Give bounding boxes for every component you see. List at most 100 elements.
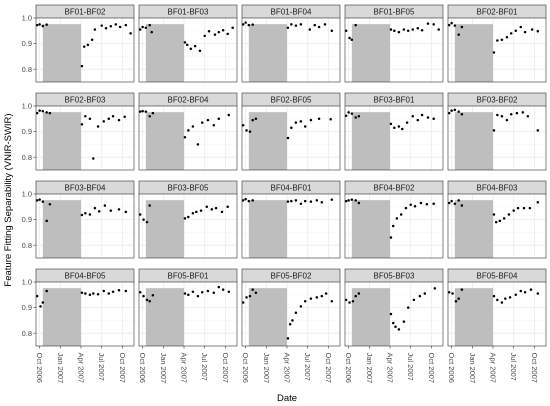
- data-point: [401, 127, 404, 131]
- data-point: [221, 29, 225, 32]
- data-point: [299, 202, 303, 205]
- data-point: [145, 298, 149, 302]
- data-point: [323, 23, 327, 26]
- data-point: [536, 292, 540, 295]
- data-point: [247, 23, 251, 27]
- y-tick-label: 0.8: [22, 153, 32, 162]
- facet-strip-label: BF05-BF04: [477, 272, 518, 281]
- data-point: [395, 217, 399, 220]
- x-tick-label: Oct 2006: [241, 353, 250, 383]
- data-point: [248, 130, 252, 133]
- data-point: [251, 288, 254, 291]
- facet-panel-bf03-bf04: BF03-BF04 0.8 0.9 1.0: [22, 180, 135, 259]
- data-point: [397, 125, 401, 128]
- x-tick-label: Jul 2007: [303, 353, 312, 381]
- data-point: [286, 200, 290, 203]
- data-point: [402, 320, 406, 323]
- y-tick-label: 1.0: [22, 102, 32, 111]
- data-point: [515, 111, 519, 115]
- data-point: [418, 294, 422, 298]
- data-point: [447, 290, 451, 294]
- data-point: [450, 199, 453, 203]
- data-point: [348, 301, 351, 304]
- data-point: [432, 23, 435, 26]
- data-point: [145, 220, 149, 224]
- data-point: [397, 30, 401, 34]
- data-point: [148, 204, 151, 207]
- panel-border: [344, 105, 444, 171]
- data-point: [523, 290, 527, 294]
- panel-border: [35, 193, 135, 259]
- x-tick-label: Oct 2006: [447, 353, 456, 383]
- data-point: [308, 28, 312, 31]
- data-point: [207, 30, 211, 33]
- data-point: [104, 26, 108, 30]
- facet-panel-bf02-bf04: BF02-BF04: [138, 92, 238, 171]
- panel-border: [138, 17, 238, 83]
- x-tick-label: Apr 2007: [77, 353, 86, 383]
- x-tick-label: Oct 2006: [344, 353, 353, 383]
- data-point: [432, 117, 435, 121]
- facet-panel-bf04-bf03: BF04-BF03: [447, 180, 547, 259]
- data-point: [185, 43, 189, 47]
- shaded-period: [351, 200, 391, 258]
- data-point: [509, 112, 513, 116]
- data-point: [221, 288, 225, 291]
- data-point: [522, 206, 526, 210]
- panel-border: [447, 105, 547, 171]
- panel-border: [241, 193, 341, 259]
- data-point: [189, 47, 193, 50]
- y-tick-label: 0.8: [22, 241, 32, 250]
- facet-strip-label: BF03-BF01: [374, 96, 415, 105]
- data-point: [460, 112, 464, 116]
- facet-strip-label: BF04-BF05: [65, 272, 106, 281]
- x-tick-label: Jan 2007: [468, 353, 477, 384]
- facet-panel-bf02-bf05: BF02-BF05: [241, 92, 341, 171]
- panel-border: [35, 281, 135, 347]
- data-point: [536, 30, 540, 33]
- data-point: [183, 135, 187, 139]
- data-point: [109, 24, 113, 28]
- data-point: [92, 157, 95, 160]
- shaded-period: [145, 112, 185, 170]
- data-point: [38, 198, 41, 201]
- data-point: [196, 143, 200, 146]
- data-point: [206, 118, 210, 122]
- data-point: [141, 25, 144, 29]
- data-point: [90, 38, 94, 42]
- facet-strip-label: BF05-BF02: [271, 272, 312, 281]
- data-point: [453, 108, 457, 112]
- data-point: [357, 201, 361, 205]
- x-tick-label: Apr 2007: [386, 353, 395, 383]
- data-point: [138, 290, 142, 294]
- data-point: [195, 210, 198, 214]
- shaded-period: [454, 288, 494, 346]
- facet-panel-bf05-bf04: BF05-BF04 Oct 2006 Jan 2007 Apr 2007 Jul 200…: [447, 268, 547, 384]
- facet-strip-label: BF02-BF05: [271, 96, 312, 105]
- data-point: [138, 28, 142, 31]
- facet-strip-label: BF05-BF03: [374, 272, 415, 281]
- x-tick-label: Oct 2007: [221, 353, 230, 383]
- x-tick-label: Oct 2007: [118, 353, 127, 383]
- panel-border: [138, 281, 238, 347]
- data-point: [508, 296, 512, 299]
- data-point: [187, 129, 190, 132]
- panel-border: [447, 17, 547, 83]
- data-point: [38, 109, 41, 112]
- data-point: [35, 294, 39, 298]
- data-point: [350, 38, 354, 42]
- data-point: [530, 28, 534, 31]
- data-point: [313, 23, 317, 27]
- panel-border: [344, 193, 444, 259]
- shaded-period: [42, 200, 82, 258]
- panel-border: [447, 193, 547, 259]
- data-point: [502, 217, 506, 220]
- data-point: [303, 299, 307, 303]
- data-point: [102, 289, 106, 293]
- data-point: [148, 114, 151, 118]
- data-point: [451, 292, 454, 295]
- data-point: [460, 25, 464, 29]
- y-tick-label: 0.8: [22, 65, 32, 74]
- data-point: [354, 199, 357, 202]
- data-point: [411, 28, 415, 31]
